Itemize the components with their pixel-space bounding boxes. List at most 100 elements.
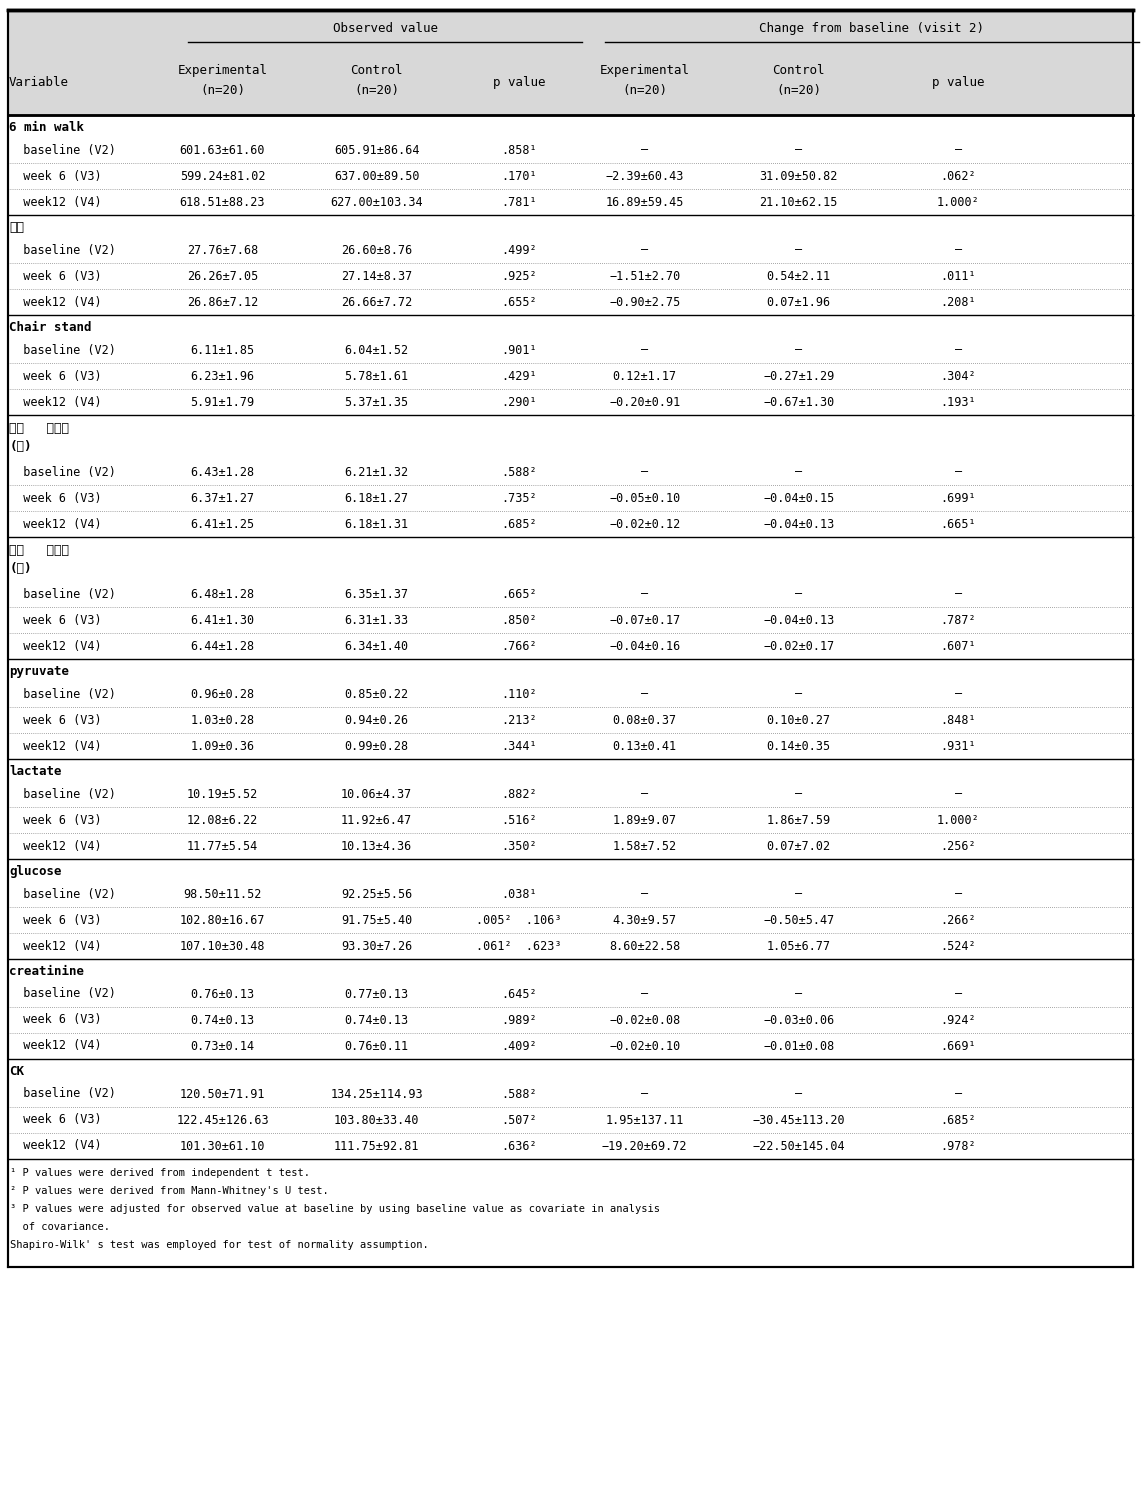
Text: 6.11±1.85: 6.11±1.85 (191, 343, 254, 357)
Text: 0.10±0.27: 0.10±0.27 (767, 714, 831, 727)
Text: week 6 (V3): week 6 (V3) (9, 714, 102, 727)
Text: 0.07±1.96: 0.07±1.96 (767, 295, 831, 309)
Text: 0.08±0.37: 0.08±0.37 (613, 714, 677, 727)
Text: 103.80±33.40: 103.80±33.40 (334, 1114, 419, 1127)
Text: –: – (955, 887, 962, 901)
Text: 605.91±86.64: 605.91±86.64 (334, 144, 419, 156)
Text: baseline (V2): baseline (V2) (9, 887, 116, 901)
Text: 1.000²: 1.000² (937, 814, 980, 826)
Text: Control: Control (350, 63, 403, 76)
Text: 6.21±1.32: 6.21±1.32 (345, 466, 408, 478)
Text: .901¹: .901¹ (501, 343, 537, 357)
Text: –: – (795, 988, 802, 1000)
Text: −0.04±0.13: −0.04±0.13 (763, 517, 834, 531)
Text: −30.45±113.20: −30.45±113.20 (752, 1114, 845, 1127)
Text: .685²: .685² (501, 517, 537, 531)
Text: .256²: .256² (940, 839, 977, 853)
Text: 26.26±7.05: 26.26±7.05 (187, 270, 258, 282)
Text: baseline (V2): baseline (V2) (9, 243, 116, 256)
Text: –: – (641, 588, 648, 601)
Text: 134.25±114.93: 134.25±114.93 (330, 1087, 423, 1100)
Text: –: – (955, 144, 962, 156)
Text: –: – (641, 343, 648, 357)
Text: week12 (V4): week12 (V4) (9, 839, 102, 853)
Text: .213²: .213² (501, 714, 537, 727)
Text: 0.12±1.17: 0.12±1.17 (613, 369, 677, 382)
Text: –: – (795, 243, 802, 256)
Text: –: – (795, 688, 802, 700)
Text: –: – (955, 787, 962, 800)
Bar (8, 10, 1133, 1267)
Text: creatinine: creatinine (9, 964, 84, 977)
Text: 5.78±1.61: 5.78±1.61 (345, 369, 408, 382)
Text: 1.05±6.77: 1.05±6.77 (767, 940, 831, 952)
Text: 0.76±0.11: 0.76±0.11 (345, 1039, 408, 1052)
Text: 27.14±8.37: 27.14±8.37 (341, 270, 412, 282)
Text: lactate: lactate (9, 764, 62, 778)
Text: 0.94±0.26: 0.94±0.26 (345, 714, 408, 727)
Text: –: – (795, 343, 802, 357)
Text: week 6 (V3): week 6 (V3) (9, 169, 102, 183)
Text: 4.30±9.57: 4.30±9.57 (613, 913, 677, 926)
Text: baseline (V2): baseline (V2) (9, 688, 116, 700)
Text: −0.20±0.91: −0.20±0.91 (609, 396, 680, 409)
Text: .781¹: .781¹ (501, 195, 537, 208)
Text: .735²: .735² (501, 492, 537, 505)
Text: week 6 (V3): week 6 (V3) (9, 1114, 102, 1127)
Text: 120.50±71.91: 120.50±71.91 (180, 1087, 265, 1100)
Text: −0.04±0.15: −0.04±0.15 (763, 492, 834, 505)
Text: 627.00±103.34: 627.00±103.34 (330, 195, 423, 208)
Text: 0.73±0.14: 0.73±0.14 (191, 1039, 254, 1052)
Text: ² P values were derived from Mann-Whitney's U test.: ² P values were derived from Mann-Whitne… (10, 1186, 329, 1196)
Text: week 6 (V3): week 6 (V3) (9, 1013, 102, 1027)
Text: 107.10±30.48: 107.10±30.48 (180, 940, 265, 952)
Text: 6.37±1.27: 6.37±1.27 (191, 492, 254, 505)
Text: Observed value: Observed value (332, 21, 438, 34)
Text: .924²: .924² (940, 1013, 977, 1027)
Text: week12 (V4): week12 (V4) (9, 1039, 102, 1052)
Text: −0.27±1.29: −0.27±1.29 (763, 369, 834, 382)
Text: 6.18±1.27: 6.18±1.27 (345, 492, 408, 505)
Text: 0.76±0.13: 0.76±0.13 (191, 988, 254, 1000)
Text: 0.77±0.13: 0.77±0.13 (345, 988, 408, 1000)
Text: Change from baseline (visit 2): Change from baseline (visit 2) (759, 21, 985, 34)
Text: .350²: .350² (501, 839, 537, 853)
Text: 31.09±50.82: 31.09±50.82 (760, 169, 837, 183)
Text: −22.50±145.04: −22.50±145.04 (752, 1139, 845, 1153)
Text: –: – (955, 988, 962, 1000)
Text: −0.50±5.47: −0.50±5.47 (763, 913, 834, 926)
Text: 6.31±1.33: 6.31±1.33 (345, 613, 408, 627)
Text: week 6 (V3): week 6 (V3) (9, 814, 102, 826)
Text: −0.05±0.10: −0.05±0.10 (609, 492, 680, 505)
Text: .848¹: .848¹ (940, 714, 977, 727)
Text: 601.63±61.60: 601.63±61.60 (180, 144, 265, 156)
Text: p value: p value (493, 75, 545, 88)
Text: –: – (641, 466, 648, 478)
Text: 6.34±1.40: 6.34±1.40 (345, 640, 408, 652)
Text: glucose: glucose (9, 865, 62, 877)
Text: .524²: .524² (940, 940, 977, 952)
Text: 26.66±7.72: 26.66±7.72 (341, 295, 412, 309)
Text: –: – (795, 887, 802, 901)
Text: 6.18±1.31: 6.18±1.31 (345, 517, 408, 531)
Text: baseline (V2): baseline (V2) (9, 1087, 116, 1100)
Text: ³ P values were adjusted for observed value at baseline by using baseline value : ³ P values were adjusted for observed va… (10, 1204, 659, 1214)
Text: 하지   근육량: 하지 근육량 (9, 421, 70, 435)
Text: 0.85±0.22: 0.85±0.22 (345, 688, 408, 700)
Text: .193¹: .193¹ (940, 396, 977, 409)
Text: .850²: .850² (501, 613, 537, 627)
Text: Shapiro-Wilk' s test was employed for test of normality assumption.: Shapiro-Wilk' s test was employed for te… (10, 1240, 429, 1250)
Text: −0.04±0.13: −0.04±0.13 (763, 613, 834, 627)
Text: .787²: .787² (940, 613, 977, 627)
Text: 6 min walk: 6 min walk (9, 120, 84, 133)
Text: .978²: .978² (940, 1139, 977, 1153)
Text: .858¹: .858¹ (501, 144, 537, 156)
Text: .588²: .588² (501, 1087, 537, 1100)
Text: 26.60±8.76: 26.60±8.76 (341, 243, 412, 256)
Text: .499²: .499² (501, 243, 537, 256)
Text: −0.02±0.12: −0.02±0.12 (609, 517, 680, 531)
Text: 6.44±1.28: 6.44±1.28 (191, 640, 254, 652)
Text: –: – (795, 466, 802, 478)
Text: .011¹: .011¹ (940, 270, 977, 282)
Text: .062²: .062² (940, 169, 977, 183)
